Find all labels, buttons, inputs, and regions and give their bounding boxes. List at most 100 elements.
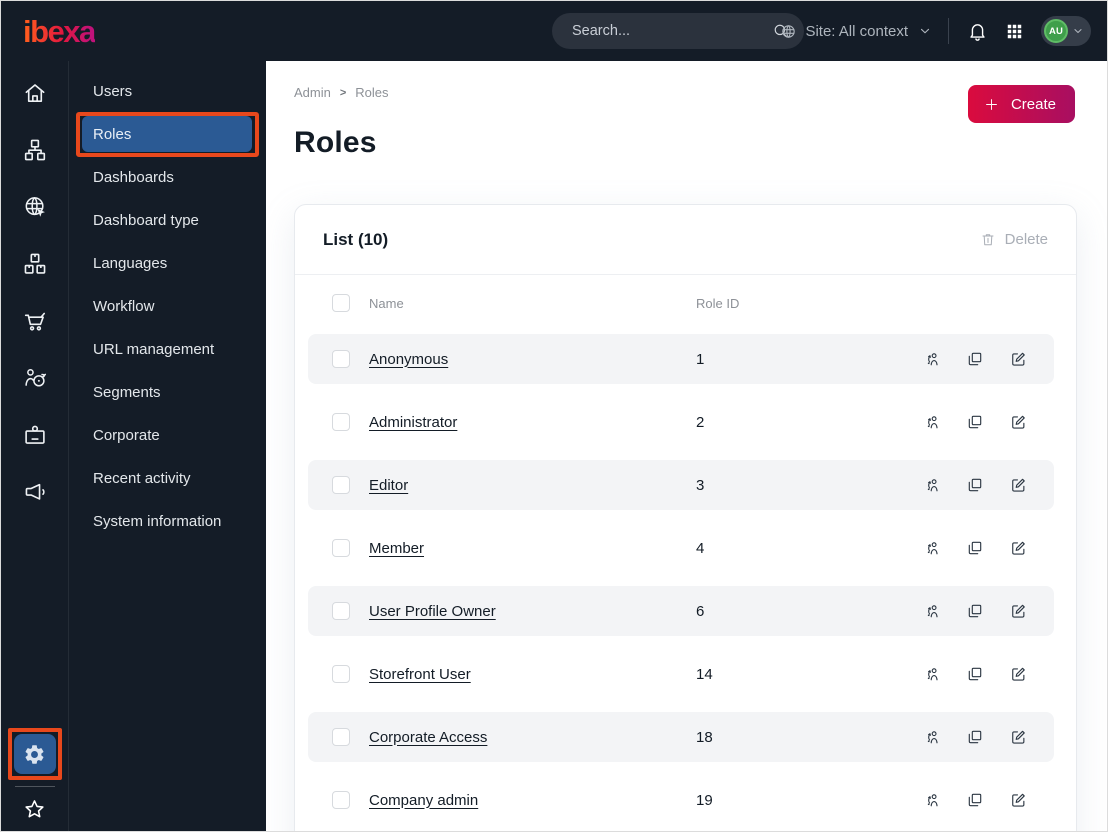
page-title: Roles [294,126,377,159]
assign-user-icon[interactable] [923,350,941,368]
sidebar-item-label: Segments [93,384,161,401]
sidebar-item-segments[interactable]: Segments [69,371,266,414]
rail-site[interactable] [2,178,68,235]
assign-user-icon[interactable] [923,791,941,809]
delete-button[interactable]: Delete [980,231,1048,248]
notifications-button[interactable] [967,21,988,42]
breadcrumb-admin[interactable]: Admin [294,85,331,100]
sidebar-item-label: Roles [93,125,132,143]
role-id-cell: 18 [696,728,713,746]
role-name-link[interactable]: Storefront User [369,665,471,683]
user-menu[interactable]: AU [1041,16,1091,46]
row-actions [923,602,1030,620]
row-actions [923,413,1030,431]
role-name-link[interactable]: Anonymous [369,350,449,368]
assign-user-icon[interactable] [923,728,941,746]
ibexa-logo[interactable]: ibexa [23,14,96,49]
edit-icon[interactable] [1009,602,1027,620]
sidebar-item-recent-activity[interactable]: Recent activity [69,457,266,500]
sidebar-item-label: Users [93,83,133,100]
sidebar-item-languages[interactable]: Languages [69,242,266,285]
role-name-cell: Editor [369,477,696,494]
copy-icon[interactable] [966,539,984,557]
search-placeholder: Search... [572,23,631,39]
edit-icon[interactable] [1009,728,1027,746]
role-name-link[interactable]: Member [369,539,425,557]
plus-icon [986,98,997,110]
table-row: Member 4 [308,523,1054,573]
create-button[interactable]: Create [967,85,1075,123]
sidebar-item-users[interactable]: Users [69,70,266,113]
home-icon [25,83,44,102]
role-id-cell: 19 [696,791,713,809]
assign-user-icon[interactable] [923,476,941,494]
rail-dashboard[interactable] [2,64,68,121]
copy-icon[interactable] [966,665,984,683]
role-name-link[interactable]: Administrator [369,413,458,431]
copy-icon[interactable] [966,602,984,620]
rail-corporate[interactable] [2,406,68,463]
row-checkbox[interactable] [332,476,350,494]
chevron-down-icon [1074,29,1082,34]
row-checkbox[interactable] [332,665,350,683]
megaphone-icon [25,483,45,500]
gear-icon [25,744,44,764]
copy-icon[interactable] [966,791,984,809]
copy-icon[interactable] [966,728,984,746]
roles-list-card: List (10) Delete Name Role ID Anonymous … [294,204,1077,831]
sidebar-item-dashboard-type[interactable]: Dashboard type [69,199,266,242]
edit-icon[interactable] [1009,665,1027,683]
select-all-checkbox[interactable] [332,294,350,312]
row-checkbox[interactable] [332,602,350,620]
rail-commerce[interactable] [2,292,68,349]
copy-icon[interactable] [966,350,984,368]
sidebar-item-corporate[interactable]: Corporate [69,414,266,457]
role-name-cell: Corporate Access [369,729,696,746]
row-checkbox[interactable] [332,728,350,746]
rail-personalization[interactable] [2,349,68,406]
topbar-right: Site: All context AU [780,1,1091,61]
assign-user-icon[interactable] [923,602,941,620]
edit-icon[interactable] [1009,476,1027,494]
table-header: Name Role ID [295,281,1076,325]
rail-bookmarks[interactable] [22,797,47,822]
rail-content[interactable] [2,121,68,178]
edit-icon[interactable] [1009,539,1027,557]
rail-marketing[interactable] [2,463,68,520]
edit-icon[interactable] [1009,350,1027,368]
role-name-link[interactable]: User Profile Owner [369,602,496,620]
copy-icon[interactable] [966,476,984,494]
apps-grid-button[interactable] [1005,22,1024,41]
sidebar-item-workflow[interactable]: Workflow [69,285,266,328]
edit-icon[interactable] [1009,413,1027,431]
role-name-cell: Member [369,540,696,557]
site-context-selector[interactable]: Site: All context [780,23,932,40]
rail-products[interactable] [2,235,68,292]
chevron-down-icon [920,28,930,34]
sidebar-item-system-information[interactable]: System information [69,500,266,543]
row-checkbox[interactable] [332,350,350,368]
search-input[interactable]: Search... [552,13,804,49]
assign-user-icon[interactable] [923,413,941,431]
sidebar-item-url-management[interactable]: URL management [69,328,266,371]
sidebar-item-label: System information [93,513,222,530]
row-actions [923,728,1030,746]
breadcrumb-separator: > [339,86,347,99]
rail-admin-settings[interactable] [7,728,62,780]
role-name-link[interactable]: Company admin [369,791,479,809]
sidebar-item-roles[interactable]: Roles [76,112,259,157]
edit-icon[interactable] [1009,791,1027,809]
row-actions [923,476,1030,494]
row-checkbox[interactable] [332,413,350,431]
column-header-role-id: Role ID [696,295,740,311]
row-checkbox[interactable] [332,539,350,557]
badge-icon [24,425,45,444]
assign-user-icon[interactable] [923,665,941,683]
role-name-link[interactable]: Editor [369,476,409,494]
sidebar-item-dashboards[interactable]: Dashboards [69,156,266,199]
assign-user-icon[interactable] [923,539,941,557]
role-name-link[interactable]: Corporate Access [369,728,488,746]
row-checkbox[interactable] [332,791,350,809]
copy-icon[interactable] [966,413,984,431]
